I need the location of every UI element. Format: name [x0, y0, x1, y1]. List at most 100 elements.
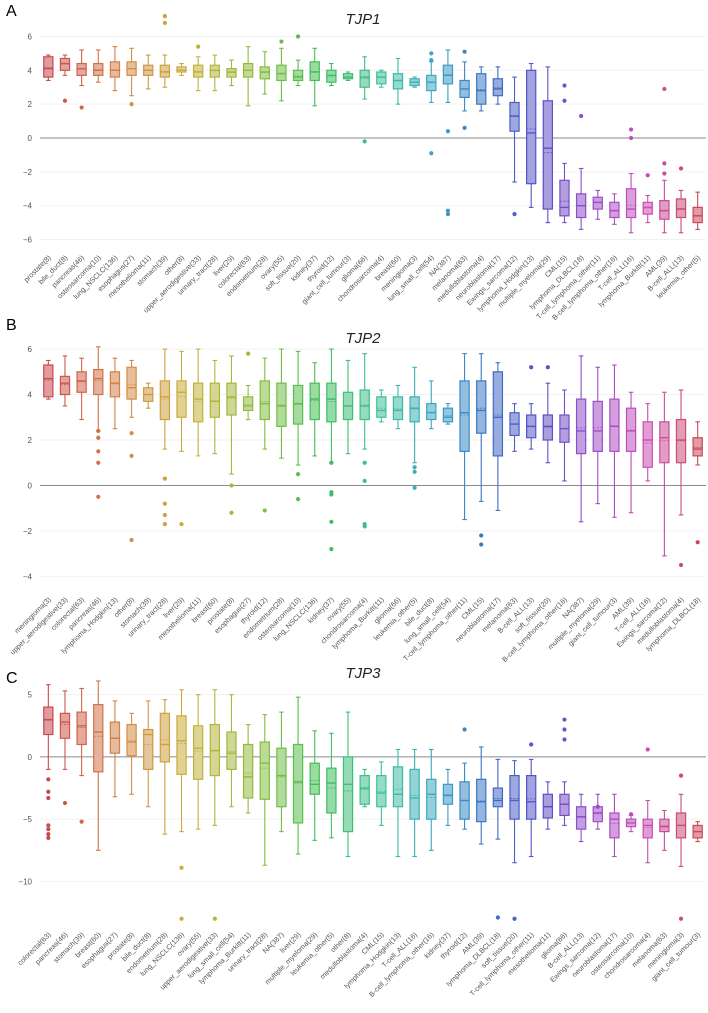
outlier-point — [645, 173, 650, 178]
box-lymphoma_DLBCL(18) — [692, 421, 703, 545]
box-iqr — [492, 371, 504, 457]
box-chondrosarcoma(4) — [642, 747, 653, 864]
outlier-point — [562, 737, 567, 742]
outlier-point — [295, 496, 301, 502]
y-tick-label: 5 — [28, 691, 33, 700]
outlier-point — [46, 823, 51, 828]
box-giant_cell_tumour(3) — [342, 71, 354, 82]
box-iqr — [242, 743, 254, 799]
box-lymphoma_Burkitt(11) — [376, 389, 387, 423]
outlier-point — [46, 777, 51, 782]
outlier-point — [445, 212, 451, 217]
box-B-cell_ALL(13) — [675, 166, 687, 234]
box-Ewings_sarcoma(12) — [659, 391, 670, 557]
chart-title: TJP1 — [345, 11, 380, 28]
box-urinary_tract(28) — [209, 54, 221, 92]
outlier-point — [562, 727, 567, 732]
outlier-point — [628, 127, 634, 132]
box-AML(39) — [659, 86, 670, 234]
outlier-point — [628, 812, 634, 817]
box-iqr — [442, 783, 454, 805]
box-iqr — [509, 774, 520, 820]
outlier-point — [129, 102, 134, 107]
box-iqr — [292, 743, 304, 824]
box-other(8) — [176, 62, 187, 76]
outlier-point — [362, 139, 367, 144]
outlier-point — [429, 58, 434, 63]
box-liver(29) — [292, 696, 304, 855]
outlier-point — [512, 212, 517, 217]
box-iqr — [59, 712, 71, 739]
box-iqr — [309, 762, 320, 795]
outlier-point — [695, 540, 700, 545]
outlier-point — [46, 827, 51, 832]
box-iqr — [159, 712, 171, 763]
outlier-point — [162, 20, 167, 26]
y-tick-label: −2 — [23, 527, 33, 536]
outlier-point — [79, 819, 84, 824]
outlier-point — [479, 542, 484, 547]
outlier-point — [329, 546, 334, 552]
box-stomach(39) — [76, 687, 87, 824]
box-iqr — [276, 747, 287, 808]
box-other(8) — [126, 359, 137, 543]
box-leukemia_other(5) — [326, 732, 337, 839]
outlier-point — [678, 773, 684, 778]
box-B-cell_lymphoma_other(16) — [426, 748, 437, 851]
outlier-point — [662, 86, 667, 92]
outlier-point — [212, 916, 217, 921]
box-mesothelioma(11) — [143, 54, 154, 90]
box-leukemia_other(5) — [692, 191, 703, 230]
y-tick-label: 6 — [28, 32, 33, 41]
box-pancreas(46) — [76, 49, 87, 110]
box-pancreas(46) — [59, 690, 71, 806]
box-urinary_tract(28) — [159, 348, 171, 527]
box-iqr — [476, 73, 487, 105]
box-liver(29) — [176, 350, 187, 527]
box-iqr — [43, 364, 54, 398]
box-soft_tissue(20) — [292, 34, 304, 87]
chart-title: TJP3 — [345, 665, 381, 682]
box-colorectal(63) — [242, 46, 254, 107]
y-tick-label: −4 — [23, 202, 33, 211]
box-iqr — [126, 366, 137, 400]
box-iqr — [659, 818, 670, 833]
y-tick-label: 0 — [28, 481, 33, 490]
outlier-point — [412, 465, 417, 470]
y-tick-label: 0 — [28, 134, 33, 143]
box-mesothelioma(11) — [192, 348, 204, 457]
outlier-point — [179, 916, 184, 921]
box-prostate(8) — [126, 712, 137, 795]
box-meningioma(3) — [43, 359, 54, 400]
outlier-point — [196, 44, 201, 49]
box-B-cell_lymphoma_other(16) — [559, 389, 570, 482]
box-iqr — [176, 380, 187, 418]
outlier-point — [362, 478, 367, 484]
box-iqr — [93, 368, 104, 396]
box-melanoma(63) — [509, 403, 520, 452]
y-tick-label: 6 — [28, 345, 33, 354]
box-prostate(8) — [43, 54, 54, 82]
box-multiple_myeloma(29) — [309, 730, 320, 841]
box-ovary(55) — [192, 694, 204, 830]
box-multiple_myeloma(29) — [592, 366, 603, 505]
outlier-point — [562, 98, 567, 103]
outlier-point — [295, 471, 301, 477]
outlier-point — [179, 865, 184, 870]
box-iqr — [542, 100, 554, 210]
outlier-point — [96, 460, 101, 465]
box-lymphoma_Hodgkin(13) — [525, 62, 537, 208]
box-colorectal(63) — [76, 357, 87, 421]
box-T-cell_lymphoma_other(11) — [459, 353, 470, 521]
outlier-point — [462, 125, 467, 130]
box-upper_aerodigestive(33) — [192, 44, 204, 92]
box-iqr — [159, 380, 171, 421]
box-lung_NSCLC(136) — [109, 46, 121, 92]
box-lymphoma_Hodgkin(13) — [109, 357, 121, 430]
box-NA(387) — [575, 355, 587, 523]
outlier-point — [246, 351, 251, 356]
outlier-point — [295, 34, 301, 39]
box-iqr — [326, 767, 337, 814]
box-neuroblastoma(17) — [609, 793, 620, 858]
outlier-point — [129, 537, 134, 543]
